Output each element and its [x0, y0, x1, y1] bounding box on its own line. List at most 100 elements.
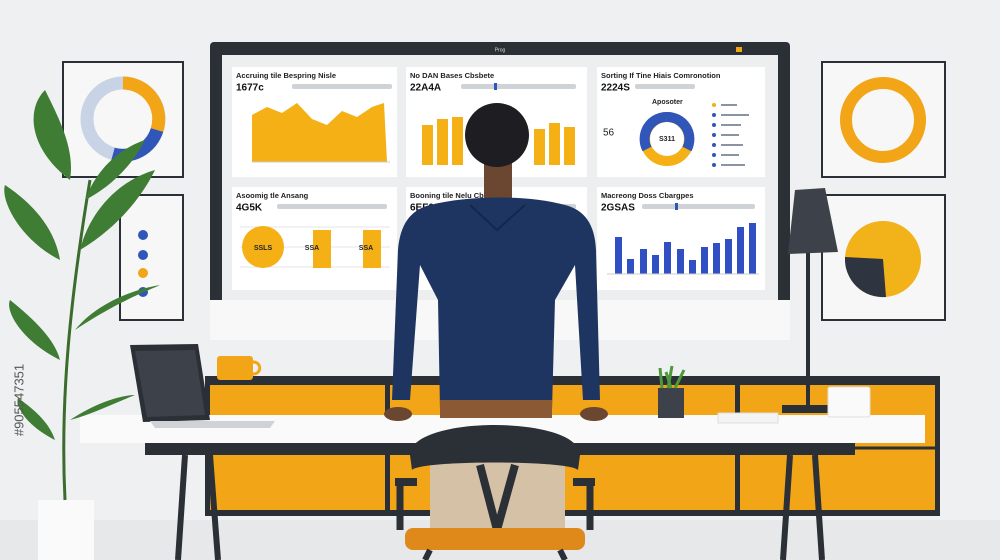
panel-part: [437, 119, 448, 165]
panel-part-part: [725, 239, 732, 274]
watermark-id: #905547351: [11, 364, 26, 436]
panel-part-part: [721, 104, 737, 106]
panel-part-part: [701, 247, 708, 274]
panel-title: Booning tile Nelu Cbrites: [410, 191, 500, 200]
mug-part: [252, 360, 262, 376]
panel-part-part: [721, 114, 749, 116]
monitor-part: [736, 47, 742, 52]
frame-right-bottom-part: [844, 257, 886, 298]
panel-part: [721, 104, 749, 166]
person-part: [384, 407, 412, 421]
person-part: [440, 400, 552, 418]
chart-label: SSLS: [254, 245, 273, 252]
panel-part-part: [721, 144, 743, 146]
panel-value: 2GSAS: [601, 203, 635, 214]
cup-part: [827, 386, 871, 418]
panel-value: 22A4A: [410, 83, 441, 94]
panel-part: [452, 117, 463, 165]
lamp-part: [782, 405, 832, 413]
panel-part: [564, 127, 575, 165]
panel-part: [712, 103, 716, 167]
panel-part: [675, 203, 678, 210]
monitor-header: Prog: [495, 47, 506, 53]
panel-title: No DAN Bases Cbsbete: [410, 71, 494, 80]
frame-left-mid-part: [138, 250, 148, 260]
panel-part: [494, 83, 497, 90]
frame-left-mid-part: [138, 268, 148, 278]
panel-part: [422, 125, 433, 165]
panel-title: Sorting If Tine Hiais Comronotion: [601, 71, 721, 80]
mug-part: [217, 356, 253, 380]
panel-part: [242, 226, 284, 268]
frame-left-mid-part: [119, 194, 184, 321]
person-part: [580, 407, 608, 421]
donut-center: S311: [659, 136, 675, 143]
person-part: [392, 197, 600, 410]
panel-part-part: [712, 113, 716, 117]
panel-part-part: [677, 249, 684, 274]
panel-part-part: [712, 153, 716, 157]
panel-part-part: [712, 123, 716, 127]
plant-part-part: [70, 395, 135, 420]
plant-part-part: [4, 185, 60, 260]
chair-part: [396, 480, 594, 530]
frame-right-top: [821, 61, 946, 178]
plant-part-part: [85, 140, 145, 200]
panel: Macreong Doss Cbargpes 2GSAS: [597, 187, 765, 290]
panel-part: [615, 223, 756, 274]
mug: [217, 356, 262, 380]
plant: [4, 90, 160, 560]
chart-label: SSA: [359, 245, 373, 252]
panel-part-part: [713, 243, 720, 274]
lamp-part: [788, 188, 838, 254]
panel-part-part: [712, 103, 716, 107]
panel-part: [666, 111, 695, 152]
panel-part: [549, 123, 560, 165]
plant-part-part: [80, 170, 155, 250]
chair-part: [422, 548, 568, 560]
panel-part: [534, 129, 545, 165]
panel-value: 2224S: [601, 83, 630, 94]
plant-part-part: [33, 90, 71, 180]
panel-title: Accruing tile Bespring Nisle: [236, 71, 336, 80]
frame-right-bottom: [821, 194, 946, 321]
cup-part: [717, 412, 779, 424]
person-part: [465, 103, 529, 167]
chair-part: [410, 425, 580, 470]
frame-left-mid-part: [138, 230, 148, 240]
small-plant-part: [658, 388, 684, 418]
side-value: 56: [603, 128, 615, 139]
chair-part: [573, 478, 595, 486]
panel-part: [313, 230, 331, 268]
panel-part: [639, 111, 668, 152]
panel-part-part: [749, 223, 756, 274]
person-part: [484, 160, 512, 205]
panel-part-part: [664, 242, 671, 274]
lamp: [782, 188, 838, 413]
chair: [395, 425, 595, 560]
chart-label: SSA: [305, 245, 319, 252]
panel-value: 4G5K: [236, 203, 263, 214]
chair-part: [405, 528, 585, 550]
legend-title: Aposoter: [652, 99, 683, 106]
panel-part-part: [721, 134, 739, 136]
chair-part: [395, 478, 417, 486]
panel-title: Macreong Doss Cbargpes: [601, 191, 694, 200]
plant-part-part: [9, 300, 60, 360]
panel: Asoomig tle Ansang 4G5K SSLS SSA SSA: [232, 187, 397, 290]
desk-part: [175, 454, 825, 560]
laptop-part: [150, 421, 275, 428]
small-plant-part: [658, 365, 686, 389]
panel-part: [635, 84, 695, 89]
frame-left-mid: [119, 194, 184, 321]
plant-part-part: [17, 398, 55, 440]
plant-part: [4, 90, 160, 440]
panel-part-part: [721, 164, 745, 166]
panel-value: 1677c: [236, 83, 264, 94]
frame-right-top-part: [840, 77, 926, 163]
frame-left-top-part: [122, 76, 166, 132]
panel-part-part: [640, 249, 647, 274]
small-plant: [658, 365, 686, 418]
panel-part: [461, 84, 576, 89]
